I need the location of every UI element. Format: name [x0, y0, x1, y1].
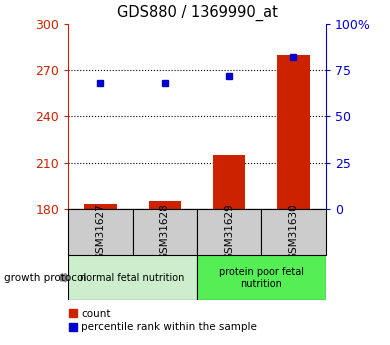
Bar — [149, 201, 181, 209]
Text: GSM31627: GSM31627 — [96, 204, 105, 260]
Text: protein poor fetal
nutrition: protein poor fetal nutrition — [219, 267, 304, 288]
Bar — [213, 155, 245, 209]
Bar — [197, 255, 326, 300]
Bar — [133, 209, 197, 255]
Text: growth protocol: growth protocol — [4, 273, 86, 283]
Text: GSM31630: GSM31630 — [289, 204, 298, 260]
Bar — [68, 209, 133, 255]
Bar — [197, 209, 261, 255]
Bar — [84, 204, 117, 209]
Legend: count, percentile rank within the sample: count, percentile rank within the sample — [66, 305, 261, 336]
Text: GSM31629: GSM31629 — [224, 204, 234, 260]
Text: normal fetal nutrition: normal fetal nutrition — [80, 273, 185, 283]
Title: GDS880 / 1369990_at: GDS880 / 1369990_at — [117, 5, 277, 21]
Bar — [261, 209, 326, 255]
Bar — [68, 255, 197, 300]
Text: GSM31628: GSM31628 — [160, 204, 170, 260]
Bar — [277, 55, 310, 209]
